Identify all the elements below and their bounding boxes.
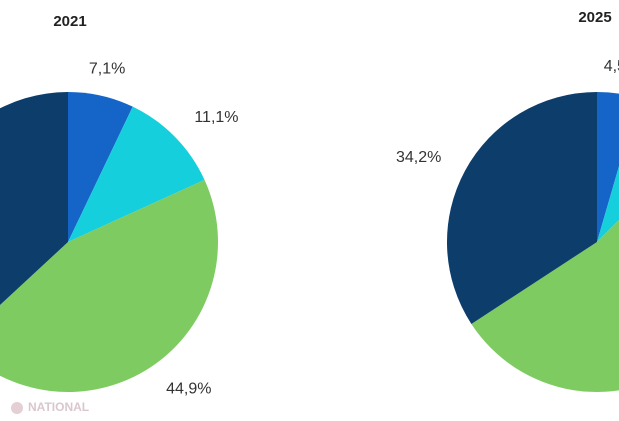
data-label: 7,1% xyxy=(89,61,125,78)
pie-slice xyxy=(68,92,133,242)
chart-title: 2025 xyxy=(578,9,611,26)
pie-slice xyxy=(597,166,619,242)
pie-slice xyxy=(446,92,597,324)
pie-slice xyxy=(0,179,218,392)
data-label: 4,5% xyxy=(604,58,619,75)
watermark-icon xyxy=(11,402,23,414)
pie-slice xyxy=(597,92,619,242)
data-label: 44,9% xyxy=(166,381,211,398)
pie-slice xyxy=(471,220,619,392)
chart-title: 2021 xyxy=(53,13,86,30)
pie-slice xyxy=(68,106,205,243)
watermark: NATIONAL xyxy=(28,400,89,414)
data-label: 34,2% xyxy=(396,149,441,166)
pie-slice xyxy=(0,92,68,306)
data-label: 11,1% xyxy=(194,109,238,126)
